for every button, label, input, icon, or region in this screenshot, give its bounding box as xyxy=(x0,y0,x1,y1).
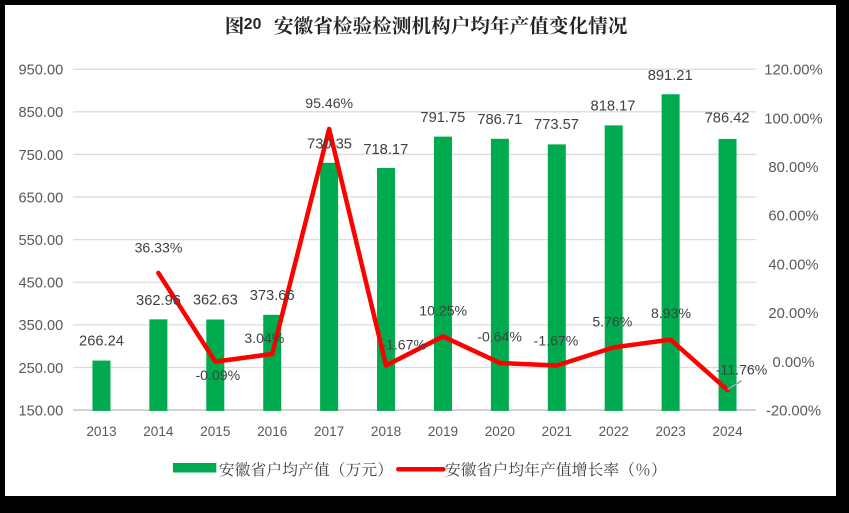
svg-text:786.71: 786.71 xyxy=(477,112,522,128)
svg-text:2018: 2018 xyxy=(371,424,401,439)
svg-text:-11.76%: -11.76% xyxy=(716,362,768,378)
svg-text:150.00: 150.00 xyxy=(19,403,64,419)
svg-text:891.21: 891.21 xyxy=(648,68,693,84)
svg-text:362.96: 362.96 xyxy=(136,293,181,309)
svg-text:750.00: 750.00 xyxy=(19,148,64,164)
svg-text:2014: 2014 xyxy=(143,424,174,439)
svg-text:2017: 2017 xyxy=(314,424,344,439)
svg-text:950.00: 950.00 xyxy=(19,63,64,79)
svg-text:773.57: 773.57 xyxy=(534,117,579,133)
svg-text:-0.09%: -0.09% xyxy=(195,367,240,383)
svg-text:2015: 2015 xyxy=(200,424,230,439)
svg-text:0.00%: 0.00% xyxy=(773,355,815,371)
svg-text:5.76%: 5.76% xyxy=(592,314,632,330)
svg-text:-1.67%: -1.67% xyxy=(534,333,579,349)
svg-text:791.75: 791.75 xyxy=(420,110,465,126)
svg-text:36.33%: 36.33% xyxy=(135,240,183,256)
svg-text:2022: 2022 xyxy=(599,424,629,439)
svg-text:266.24: 266.24 xyxy=(79,334,124,350)
svg-text:362.63: 362.63 xyxy=(193,292,238,308)
svg-text:2013: 2013 xyxy=(86,424,116,439)
svg-text:373.66: 373.66 xyxy=(250,288,295,304)
svg-text:2016: 2016 xyxy=(257,424,287,439)
svg-text:2024: 2024 xyxy=(712,424,743,439)
svg-text:450.00: 450.00 xyxy=(19,276,64,292)
svg-text:60.00%: 60.00% xyxy=(768,209,818,225)
svg-text:-1.67%: -1.67% xyxy=(381,336,426,352)
svg-text:2020: 2020 xyxy=(485,424,516,439)
svg-text:650.00: 650.00 xyxy=(19,190,64,206)
svg-text:80.00%: 80.00% xyxy=(768,160,818,176)
svg-text:-20.00%: -20.00% xyxy=(766,403,821,419)
svg-text:2023: 2023 xyxy=(655,424,685,439)
svg-text:10.25%: 10.25% xyxy=(419,303,467,319)
svg-text:850.00: 850.00 xyxy=(19,105,64,121)
svg-text:20: 20 xyxy=(244,16,262,33)
svg-text:718.17: 718.17 xyxy=(363,142,408,158)
svg-text:250.00: 250.00 xyxy=(19,361,64,377)
svg-text:2021: 2021 xyxy=(542,424,572,439)
svg-text:120.00%: 120.00% xyxy=(764,63,822,79)
svg-text:95.46%: 95.46% xyxy=(305,95,353,111)
svg-text:20.00%: 20.00% xyxy=(768,306,818,322)
svg-text:2019: 2019 xyxy=(428,424,458,439)
svg-text:730.35: 730.35 xyxy=(307,136,352,152)
svg-text:350.00: 350.00 xyxy=(19,318,64,334)
svg-text:786.42: 786.42 xyxy=(705,111,750,127)
svg-text:100.00%: 100.00% xyxy=(764,111,822,127)
svg-text:818.17: 818.17 xyxy=(591,98,636,114)
svg-text:550.00: 550.00 xyxy=(19,233,64,249)
svg-text:-0.64%: -0.64% xyxy=(477,329,522,345)
svg-text:40.00%: 40.00% xyxy=(768,257,818,273)
svg-text:8.93%: 8.93% xyxy=(651,305,691,321)
svg-text:3.04%: 3.04% xyxy=(244,330,284,346)
